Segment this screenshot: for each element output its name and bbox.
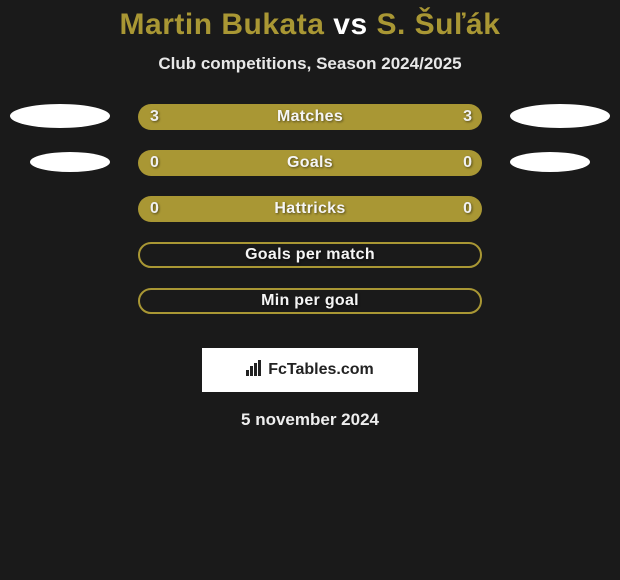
- date-label: 5 november 2024: [0, 410, 620, 430]
- player-right-marker: [510, 152, 590, 172]
- stat-bar: Matches: [138, 104, 482, 130]
- stat-value-right: 0: [463, 150, 472, 176]
- player-right-marker: [510, 104, 610, 128]
- stat-label: Goals per match: [245, 246, 375, 264]
- stat-value-left: 0: [150, 196, 159, 222]
- vs-text: vs: [333, 8, 376, 41]
- stat-value-left: 3: [150, 104, 159, 130]
- stat-bar: Goals: [138, 150, 482, 176]
- stat-value-right: 3: [463, 104, 472, 130]
- subtitle: Club competitions, Season 2024/2025: [0, 54, 620, 74]
- stat-bar: Min per goal: [138, 288, 482, 314]
- stat-label: Matches: [277, 108, 343, 126]
- bars-icon: [246, 360, 264, 381]
- stats-area: Matches 3 3 Goals 0 0 Hattricks 0 0 Goals per mat…: [0, 104, 620, 334]
- stat-bar: Goals per match: [138, 242, 482, 268]
- stat-label: Goals: [287, 154, 333, 172]
- stat-value-left: 0: [150, 150, 159, 176]
- player-left-marker: [30, 152, 110, 172]
- stat-row: Goals per match: [0, 242, 620, 288]
- comparison-card: Martin Bukata vs S. Šuľák Club competiti…: [0, 0, 620, 430]
- player-right-name: S. Šuľák: [376, 8, 500, 41]
- player-left-name: Martin Bukata: [120, 8, 325, 41]
- source-badge: FcTables.com: [202, 348, 418, 392]
- stat-row: Matches 3 3: [0, 104, 620, 150]
- stat-row: Min per goal: [0, 288, 620, 334]
- stat-value-right: 0: [463, 196, 472, 222]
- stat-label: Min per goal: [261, 292, 359, 310]
- stat-row: Hattricks 0 0: [0, 196, 620, 242]
- source-text: FcTables.com: [268, 361, 374, 379]
- stat-bar: Hattricks: [138, 196, 482, 222]
- stat-label: Hattricks: [274, 200, 345, 218]
- player-left-marker: [10, 104, 110, 128]
- page-title: Martin Bukata vs S. Šuľák: [0, 8, 620, 42]
- stat-row: Goals 0 0: [0, 150, 620, 196]
